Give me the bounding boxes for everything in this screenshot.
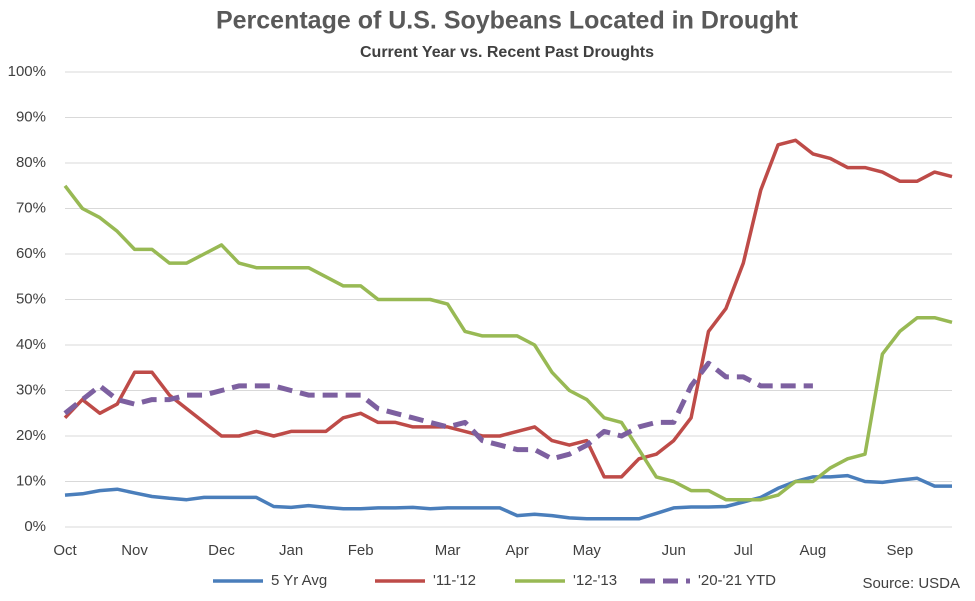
series-line (63, 184, 953, 502)
x-tick-label: Jan (279, 542, 303, 559)
x-tick-label: Sep (886, 542, 913, 559)
series-line (64, 473, 952, 521)
legend-label: '11-'12 (433, 572, 476, 589)
x-tick-label: Jun (662, 542, 686, 559)
series-line (63, 360, 813, 462)
y-tick-label: 40% (16, 336, 46, 353)
x-tick-label: Oct (53, 542, 77, 559)
x-tick-label: Aug (800, 542, 827, 559)
legend-label: '12-'13 (573, 572, 617, 589)
y-tick-label: 0% (24, 518, 46, 535)
source-note: Source: USDA (862, 575, 960, 592)
legend-label: 5 Yr Avg (271, 572, 327, 589)
x-tick-label: May (573, 542, 602, 559)
y-tick-label: 60% (16, 245, 46, 262)
x-tick-label: Feb (348, 542, 374, 559)
x-tick-label: Apr (506, 542, 529, 559)
x-tick-label: Jul (734, 542, 753, 559)
y-tick-label: 20% (16, 427, 46, 444)
y-tick-label: 100% (8, 63, 46, 80)
y-tick-label: 70% (16, 199, 46, 216)
y-tick-label: 80% (16, 154, 46, 171)
x-tick-label: Dec (208, 542, 235, 559)
y-tick-label: 50% (16, 290, 46, 307)
y-tick-label: 10% (16, 472, 46, 489)
y-tick-label: 90% (16, 108, 46, 125)
legend-label: '20-'21 YTD (698, 572, 776, 589)
x-tick-label: Mar (435, 542, 461, 559)
y-tick-label: 30% (16, 381, 46, 398)
chart-subtitle: Current Year vs. Recent Past Droughts (360, 44, 654, 61)
series-line (63, 138, 953, 479)
x-tick-label: Nov (121, 542, 148, 559)
chart-title: Percentage of U.S. Soybeans Located in D… (216, 7, 799, 35)
